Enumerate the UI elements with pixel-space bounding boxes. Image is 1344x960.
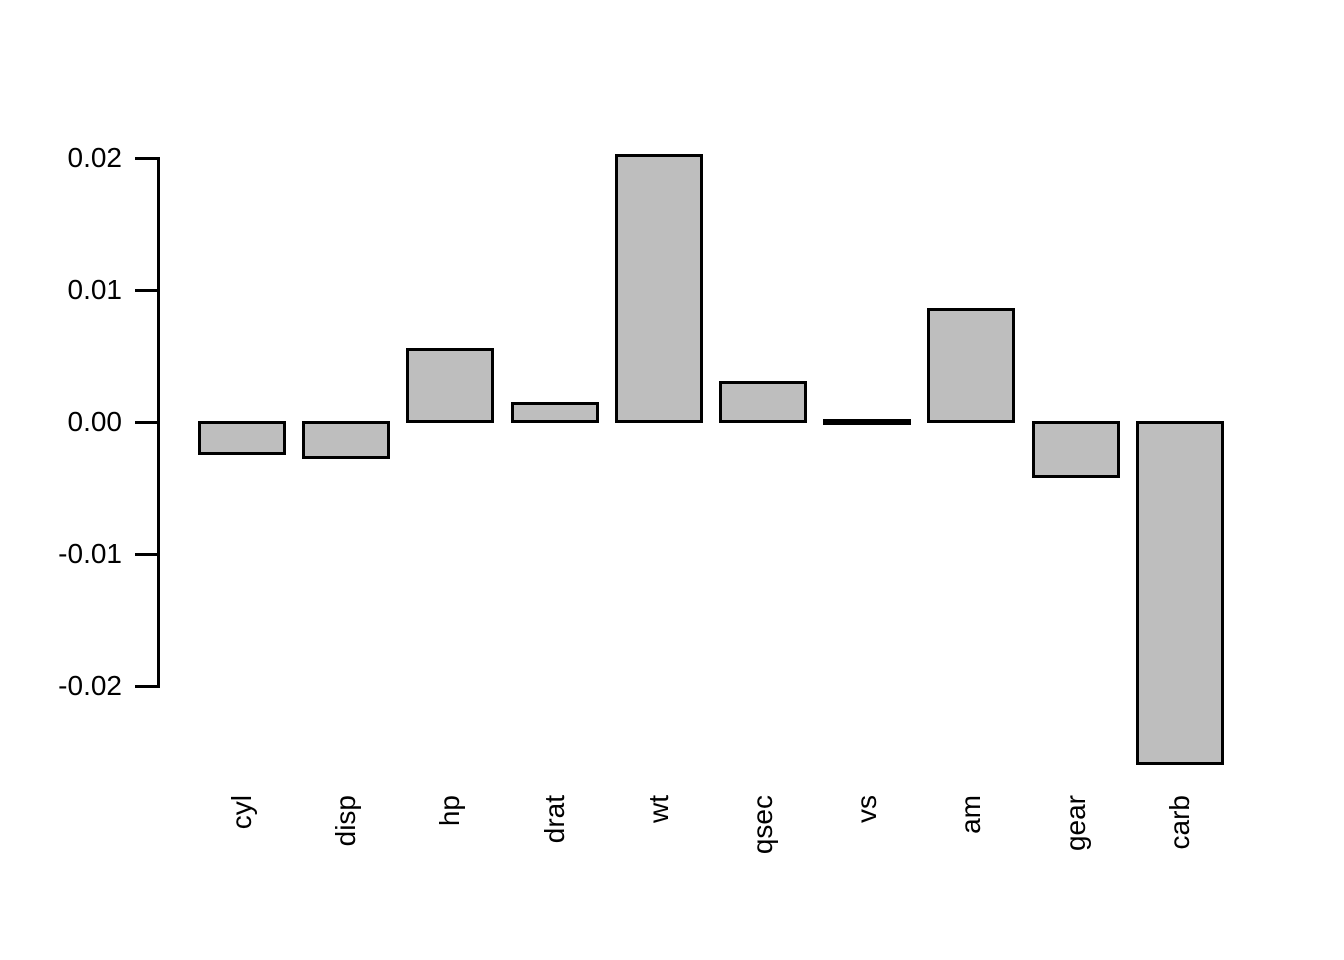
x-axis-label-cell: wt xyxy=(609,795,709,920)
bar-cyl xyxy=(198,420,286,456)
y-tick-label: 0.01 xyxy=(67,274,123,305)
x-tick-label: hp xyxy=(434,795,465,827)
x-axis-label-cell: vs xyxy=(817,795,917,920)
x-tick-label: drat xyxy=(539,795,570,844)
y-axis-line xyxy=(157,156,160,688)
y-axis-tick xyxy=(135,552,157,556)
x-axis-label-cell: am xyxy=(921,795,1021,920)
x-axis-label-cell: disp xyxy=(296,795,396,920)
bar-qsec xyxy=(719,380,807,424)
y-axis-tick xyxy=(135,288,157,292)
x-tick-label: cyl xyxy=(226,795,257,830)
x-tick-label: carb xyxy=(1164,795,1195,850)
x-axis-label-cell: drat xyxy=(505,795,605,920)
x-tick-label: qsec xyxy=(747,795,778,855)
bar-vs xyxy=(823,419,911,426)
bar-drat xyxy=(511,402,599,424)
y-axis-tick xyxy=(135,420,157,424)
y-axis-tick xyxy=(135,156,157,160)
bar-gear xyxy=(1032,420,1120,478)
bar-carb xyxy=(1136,420,1224,766)
bar-wt xyxy=(615,153,703,424)
y-tick-label: -0.02 xyxy=(58,670,122,701)
bar-am xyxy=(927,308,1015,424)
x-tick-label: am xyxy=(955,795,986,834)
x-axis-label-cell: hp xyxy=(400,795,500,920)
x-tick-label: wt xyxy=(643,795,674,823)
x-axis-label-cell: cyl xyxy=(192,795,292,920)
y-tick-label: 0.02 xyxy=(67,142,123,173)
bar-disp xyxy=(302,420,390,460)
x-tick-label: vs xyxy=(851,795,882,823)
x-axis-label-cell: qsec xyxy=(713,795,813,920)
bar-hp xyxy=(406,347,494,424)
x-axis-label-cell: carb xyxy=(1130,795,1230,920)
x-tick-label: gear xyxy=(1060,795,1091,852)
x-axis-label-cell: gear xyxy=(1026,795,1126,920)
y-tick-label: 0.00 xyxy=(67,406,123,437)
y-tick-label: -0.01 xyxy=(58,538,122,569)
y-axis-tick xyxy=(135,684,157,688)
x-tick-label: disp xyxy=(330,795,361,847)
